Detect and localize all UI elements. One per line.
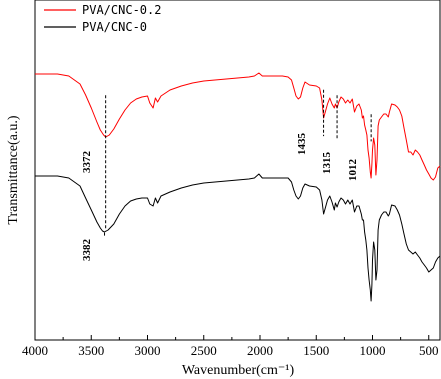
plot-frame xyxy=(34,0,441,341)
x-axis-title: Wavenumber(cm⁻¹) xyxy=(182,363,295,378)
x-tick-label: 2000 xyxy=(247,343,273,358)
peak-label-3372: 3372 xyxy=(81,151,93,174)
legend-label-pva-cnc-0-2: PVA/CNC-0.2 xyxy=(82,3,161,17)
peak-label-1435: 1435 xyxy=(296,133,308,156)
x-tick-label: 500 xyxy=(419,343,439,358)
x-tick-label: 1000 xyxy=(360,343,386,358)
x-tick-label: 1500 xyxy=(303,343,329,358)
legend-label-pva-cnc-0: PVA/CNC-0 xyxy=(82,20,147,34)
peak-label-3382: 3382 xyxy=(81,239,93,262)
x-tick-label: 4000 xyxy=(22,343,48,358)
series-line-pva-cnc-0-2 xyxy=(35,72,441,181)
legend: PVA/CNC-0.2 PVA/CNC-0 xyxy=(44,3,161,34)
peak-label-1315: 1315 xyxy=(321,152,333,175)
series-lines xyxy=(35,72,441,302)
peak-label-1012: 1012 xyxy=(347,159,359,182)
y-axis-title: Transmittance(a.u.) xyxy=(6,115,21,224)
x-tick-label: 3000 xyxy=(135,343,161,358)
series-line-pva-cnc-0 xyxy=(35,173,441,302)
x-axis-ticks: 4000 3500 3000 2500 2000 1500 1000 500 xyxy=(22,335,439,358)
peak-annotations: 3372 1435 1315 1012 3382 xyxy=(81,89,372,262)
x-tick-label: 3500 xyxy=(78,343,104,358)
x-tick-label: 2500 xyxy=(191,343,217,358)
